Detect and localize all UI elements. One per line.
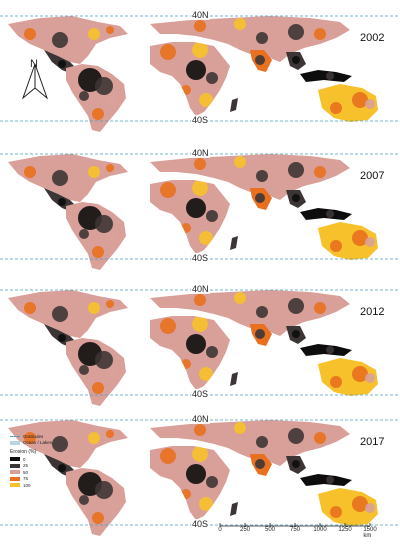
land-indonesia: [300, 70, 352, 82]
legend-swatch: [10, 483, 20, 488]
land-europeAsia: [150, 16, 350, 62]
land-madagascar: [230, 236, 238, 250]
land-northAmerica: [8, 16, 128, 64]
legend-class: 75: [10, 476, 80, 483]
land-india: [250, 50, 272, 72]
map-canvas: [0, 419, 400, 536]
north-label: N: [30, 58, 38, 70]
year-label: 2012: [360, 306, 385, 318]
map-canvas: [0, 15, 400, 132]
lat-label-north: 40N: [191, 10, 210, 20]
map-canvas: [0, 289, 400, 406]
map-panel-2007: 40N 40S 2007: [0, 142, 400, 274]
land-india: [250, 454, 272, 476]
land-northAmerica: [8, 290, 128, 338]
legend-class: 100: [10, 482, 80, 489]
scale-tick-label: 1250: [338, 527, 352, 533]
legend-class: 0: [10, 456, 80, 463]
land-southAmerica: [66, 202, 126, 270]
legend-class: 25: [10, 463, 80, 470]
lat-label-south: 40S: [191, 519, 210, 529]
land-northAmerica: [8, 154, 128, 202]
land-seAsia: [286, 190, 306, 208]
land-australia: [318, 222, 378, 260]
map-panel-2017: 40N 40S 2017: [0, 408, 400, 540]
legend-graticule-label: Graticules: [23, 433, 44, 439]
legend-class-label: 50: [23, 469, 29, 475]
land-africa: [150, 316, 230, 390]
land-indonesia: [300, 344, 352, 356]
land-africa: [150, 446, 230, 520]
land-northAmerica: [8, 420, 128, 468]
lat-label-south: 40S: [191, 389, 210, 399]
year-label: 2017: [360, 436, 385, 448]
land-southAmerica: [66, 64, 126, 132]
legend-swatch: [10, 463, 20, 468]
land-india: [250, 324, 272, 346]
legend-swatch: [10, 470, 20, 475]
land-southAmerica: [66, 468, 126, 536]
map-legend: Graticules Ocean / Lakes Erosion (%) 0 25…: [10, 433, 80, 489]
scale-bar: 0 250 500 750 1000 1250 1500 km: [215, 517, 380, 547]
land-seAsia: [286, 326, 306, 344]
map-panel-2012: 40N 40S 2012: [0, 278, 400, 410]
land-europeAsia: [150, 290, 350, 336]
lat-label-south: 40S: [191, 115, 210, 125]
land-madagascar: [230, 502, 238, 516]
lat-label-north: 40N: [191, 148, 210, 158]
legend-graticule: Graticules: [10, 433, 80, 440]
legend-title: Erosion (%): [10, 449, 37, 455]
year-label: 2007: [360, 170, 385, 182]
land-southAmerica: [66, 338, 126, 406]
legend-swatch: [10, 457, 20, 462]
scale-tick-label: 0: [218, 527, 222, 533]
land-australia: [318, 488, 378, 526]
land-indonesia: [300, 208, 352, 220]
legend-class-label: 100: [23, 482, 31, 488]
scale-tick-label: 750: [289, 527, 301, 533]
year-label: 2002: [360, 32, 385, 44]
land-australia: [318, 358, 378, 396]
lat-label-north: 40N: [191, 414, 210, 424]
north-arrow-icon: [18, 58, 52, 106]
land-indonesia: [300, 474, 352, 486]
land-seAsia: [286, 456, 306, 474]
legend-class: 50: [10, 469, 80, 476]
legend-ocean: Ocean / Lakes: [10, 440, 80, 447]
land-africa: [150, 180, 230, 254]
legend-class-label: 25: [23, 463, 29, 469]
land-india: [250, 188, 272, 210]
scale-tick-label: 500: [264, 527, 276, 533]
ocean-swatch: [10, 440, 20, 445]
lat-label-south: 40S: [191, 253, 210, 263]
legend-swatch: [10, 476, 20, 481]
land-australia: [318, 84, 378, 122]
lat-label-north: 40N: [191, 284, 210, 294]
legend-ocean-label: Ocean / Lakes: [23, 440, 53, 446]
land-africa: [150, 42, 230, 116]
legend-class-label: 75: [23, 476, 29, 482]
land-europeAsia: [150, 154, 350, 200]
map-panel-2002: 40N 40S 2002: [0, 4, 400, 136]
land-madagascar: [230, 98, 238, 112]
scale-tick-label: 250: [239, 527, 251, 533]
land-seAsia: [286, 52, 306, 70]
scale-tick-label: 1500 km: [363, 527, 377, 539]
graticule-line-swatch: [10, 435, 20, 437]
land-europeAsia: [150, 420, 350, 466]
legend-class-label: 0: [23, 456, 26, 462]
land-madagascar: [230, 372, 238, 386]
scale-tick-label: 1000: [313, 527, 327, 533]
